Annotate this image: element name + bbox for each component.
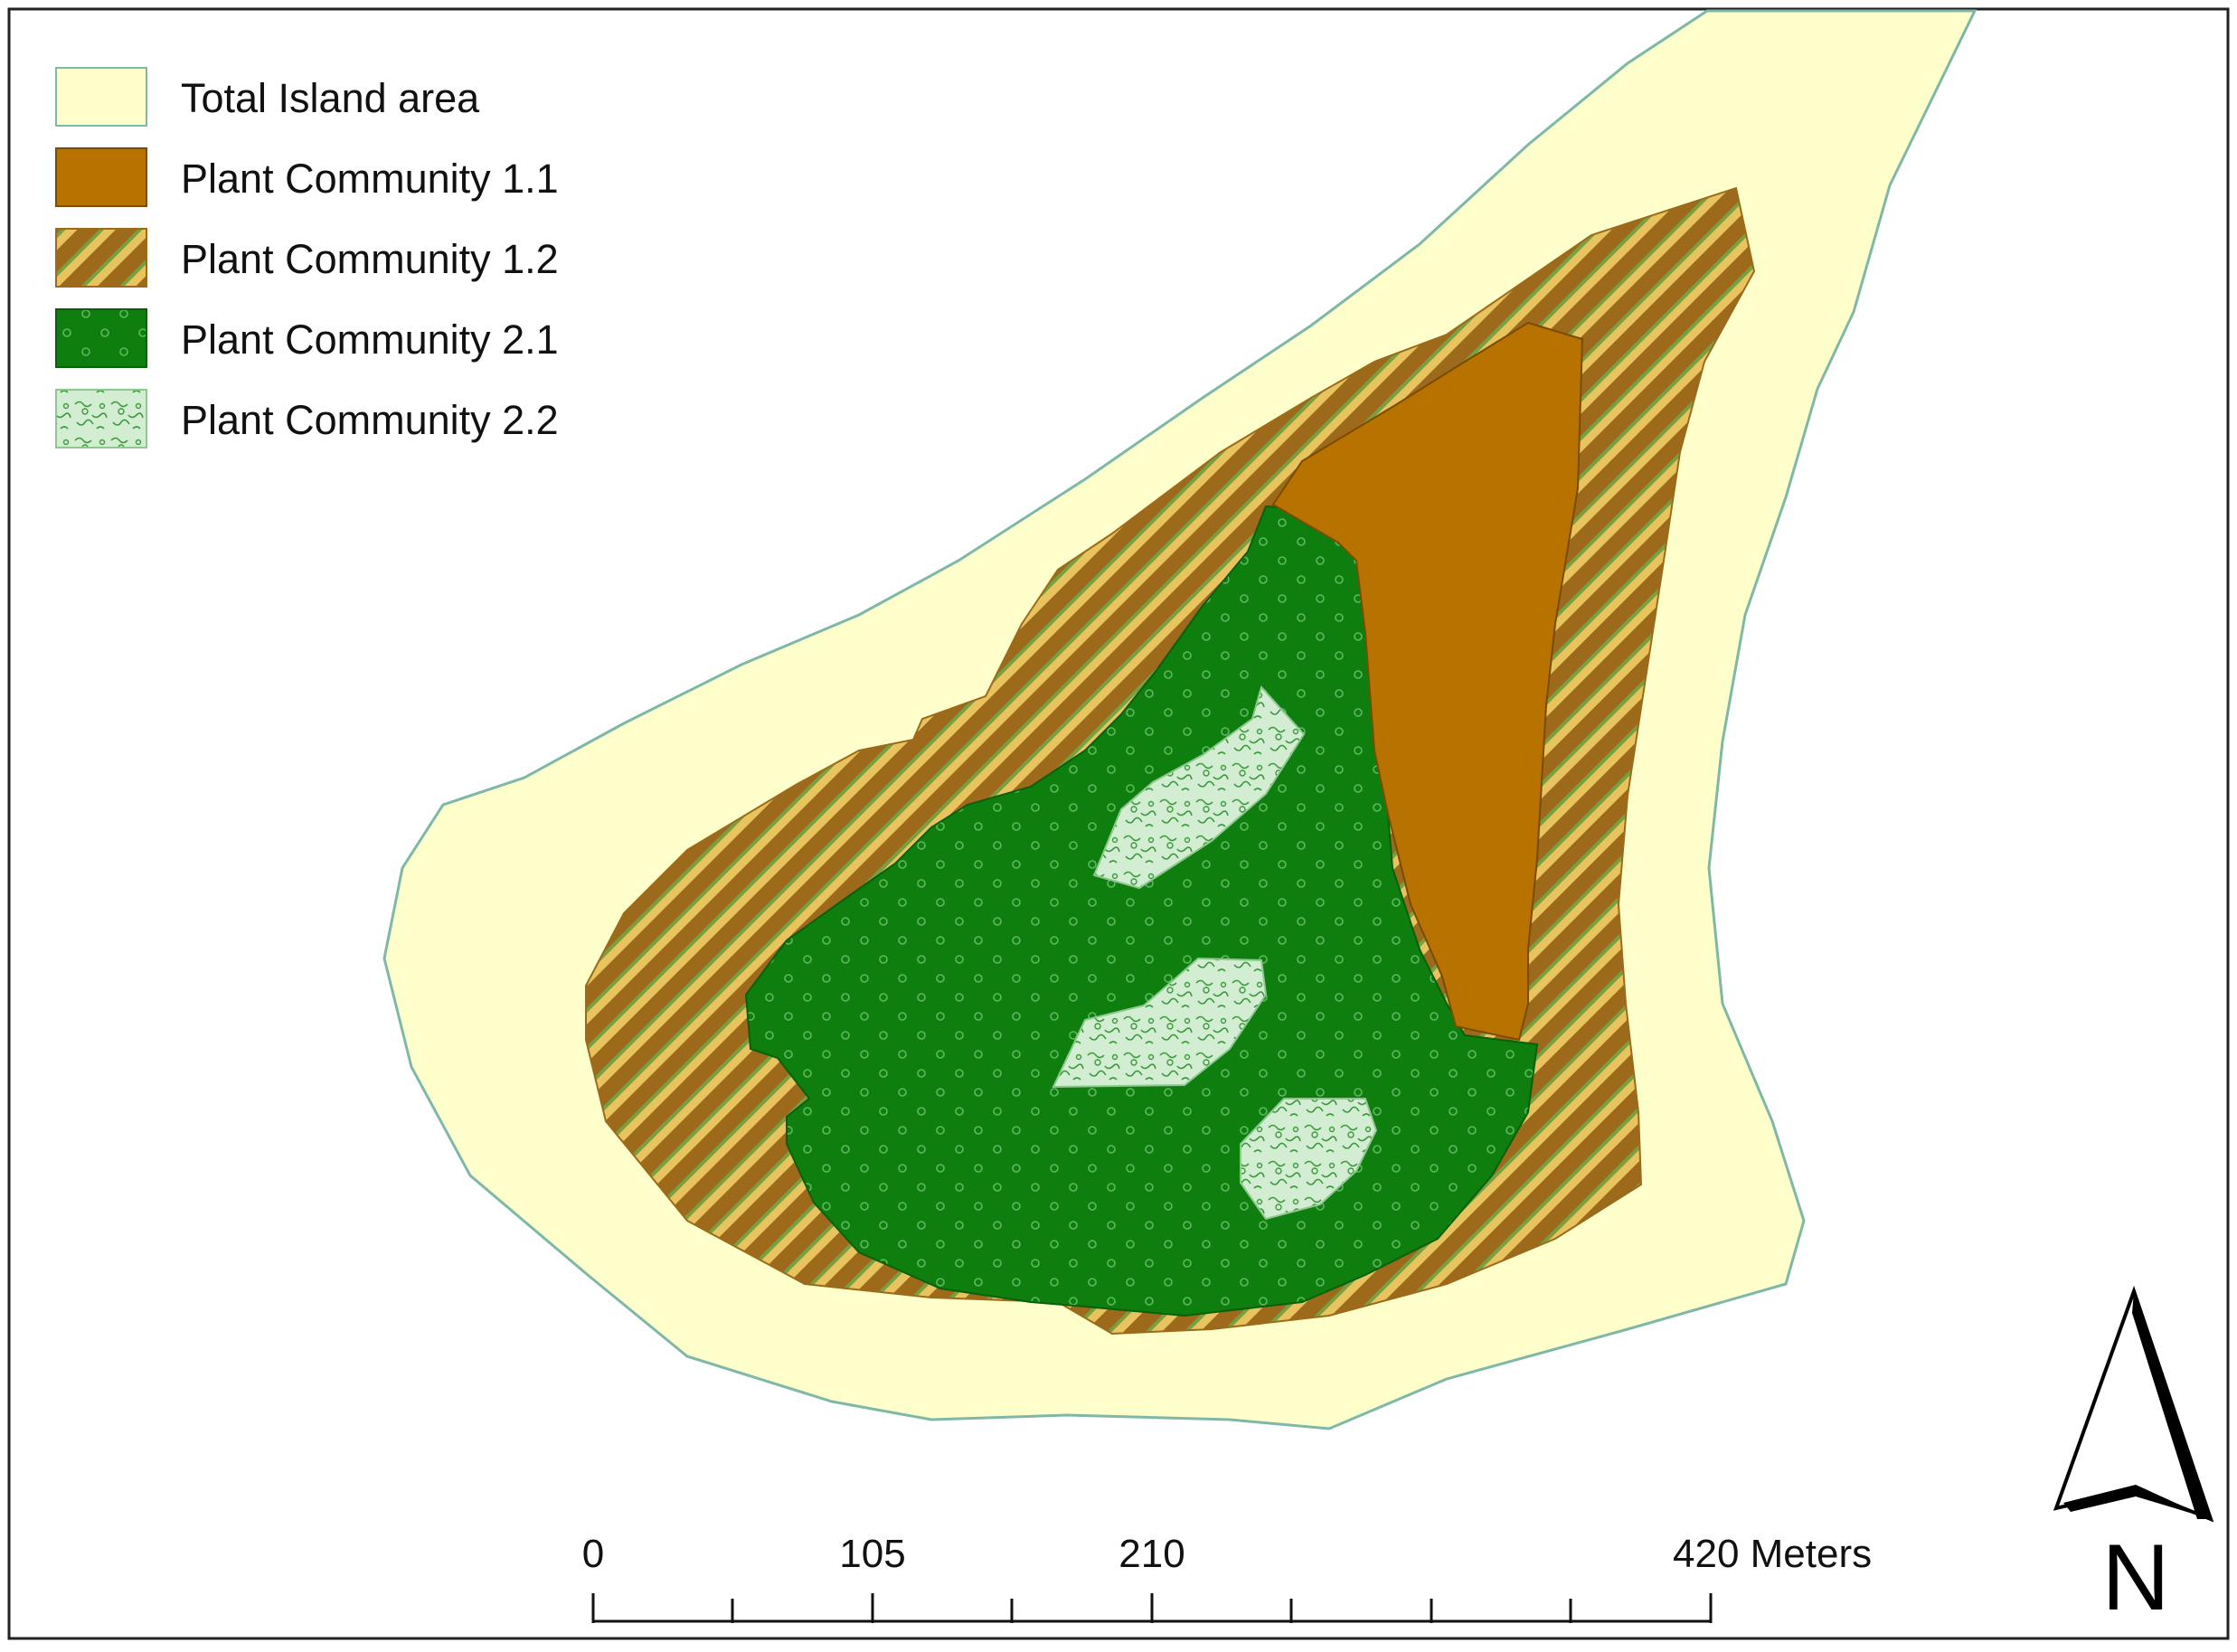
plant-community-2-2-patch-middle: [1052, 957, 1268, 1089]
legend-swatch-total-island-area: [55, 67, 147, 127]
legend-item-plant-community-1-1: Plant Community 1.1: [55, 147, 559, 207]
legend-swatch-plant-community-1-1: [55, 147, 147, 207]
legend-label-plant-community-1-2: Plant Community 1.2: [181, 236, 559, 282]
scale-bar: 0 105 210 420 Meters: [582, 1532, 1872, 1623]
legend: Total Island area Plant Community 1.1 Pl…: [55, 67, 559, 448]
scale-label-105: 105: [839, 1532, 905, 1576]
north-arrow-icon: N: [2053, 1285, 2214, 1630]
legend-label-plant-community-2-2: Plant Community 2.2: [181, 397, 559, 443]
legend-label-plant-community-2-1: Plant Community 2.1: [181, 316, 559, 363]
plant-community-2-2-patch-south: [1240, 1098, 1378, 1221]
north-label: N: [2101, 1525, 2169, 1630]
legend-item-plant-community-1-2: Plant Community 1.2: [55, 228, 559, 288]
north-arrow-shadow: [2132, 1291, 2211, 1519]
legend-swatch-plant-community-2-2: [55, 389, 147, 448]
plant-community-2-2-patch-north: [1092, 684, 1306, 890]
scale-label-0: 0: [582, 1532, 604, 1576]
scale-label-420-meters: 420 Meters: [1673, 1532, 1872, 1576]
north-arrow-base: [2063, 1485, 2211, 1519]
island-features: [382, 9, 1977, 1430]
legend-swatch-plant-community-1-2: [55, 228, 147, 288]
legend-label-total-island-area: Total Island area: [181, 75, 480, 121]
legend-swatch-plant-community-2-1: [55, 308, 147, 368]
plant-community-1-1: [1271, 321, 1584, 1042]
legend-label-plant-community-1-1: Plant Community 1.1: [181, 156, 559, 202]
legend-item-plant-community-2-1: Plant Community 2.1: [55, 308, 559, 368]
legend-item-total-island-area: Total Island area: [55, 67, 480, 127]
scale-label-210: 210: [1118, 1532, 1185, 1576]
legend-item-plant-community-2-2: Plant Community 2.2: [55, 389, 559, 448]
